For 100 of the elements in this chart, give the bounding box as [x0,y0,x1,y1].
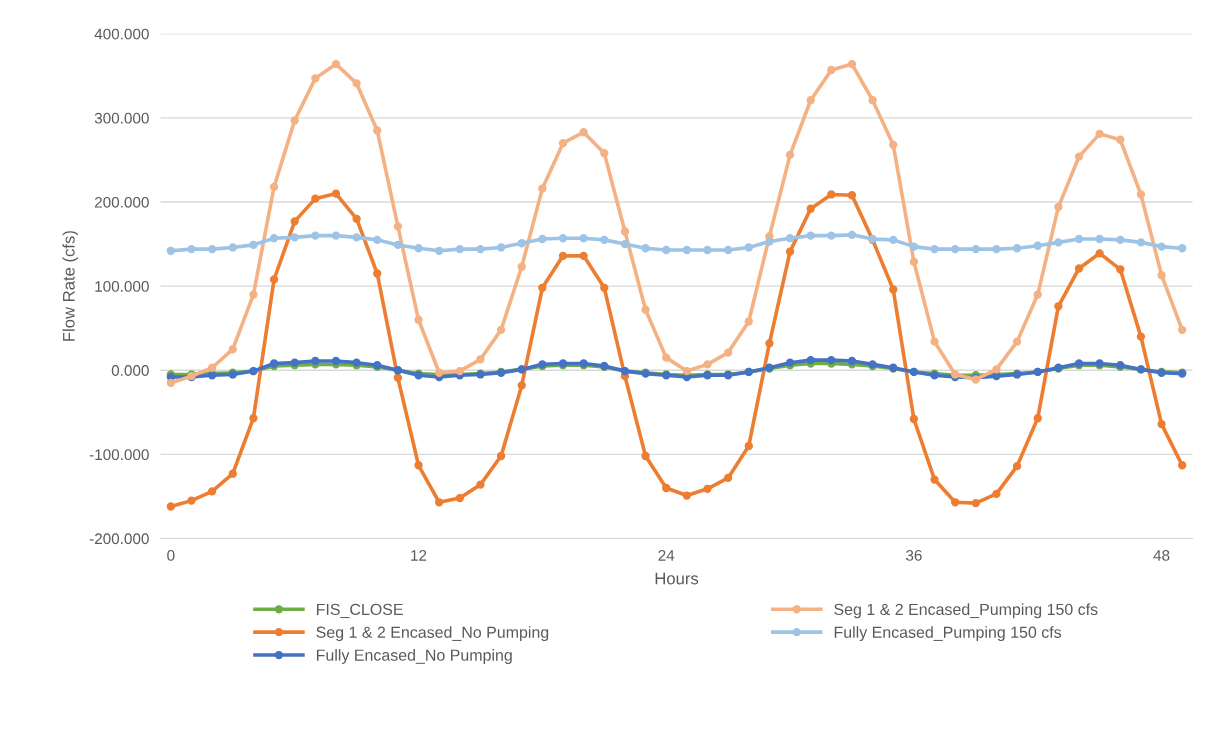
x-tick-label: 36 [905,549,922,561]
point [538,234,547,244]
point [1033,414,1042,423]
point [414,315,423,324]
point [827,355,836,365]
point [496,451,506,461]
point [579,128,588,137]
x-tick-label: 12 [411,549,427,561]
point [744,243,753,252]
point [682,245,692,255]
point [806,231,815,240]
point [538,184,547,193]
point [600,235,609,245]
point [889,235,898,245]
point [558,251,568,261]
point [558,138,568,148]
point [806,355,815,365]
y-tick-label: 400.000 [94,28,149,40]
point [496,325,506,335]
point [950,498,960,507]
point [909,257,919,266]
point [889,140,898,149]
point [207,487,217,496]
point [785,234,795,243]
legend-label: FIS_CLOSE [316,603,403,619]
point [579,251,588,261]
point [1074,264,1084,273]
point [620,227,630,236]
point [1095,234,1104,244]
point [723,348,733,357]
point [909,414,919,424]
point [620,239,630,249]
point [1136,332,1146,341]
point [723,473,733,483]
point [1054,238,1063,247]
point [785,150,795,160]
y-axis-title: Flow Rate (cfs) [62,231,78,341]
point [455,493,464,503]
point [868,96,877,105]
point [517,381,526,390]
point [1178,244,1187,253]
point [682,491,692,500]
point [1012,244,1022,253]
point [909,242,919,251]
point [806,96,815,105]
point [1054,202,1063,212]
point [806,204,815,213]
point [827,190,836,199]
point [1095,249,1104,258]
point [166,378,176,388]
point [744,441,753,451]
point [1136,238,1146,247]
point [1074,152,1084,161]
point [662,245,671,255]
x-tick-label: 48 [1153,549,1170,561]
point [930,244,939,254]
y-tick-label: 300.000 [94,112,149,124]
point [517,262,526,271]
point [373,235,382,245]
point [579,234,588,243]
point [166,246,176,255]
point [331,59,341,69]
point [414,244,423,253]
point [1157,271,1166,280]
point [1136,190,1146,199]
point [476,355,485,364]
point [1012,461,1022,471]
point [455,244,464,254]
point [331,231,341,240]
point [434,498,444,507]
point [538,283,547,292]
point [723,245,733,255]
point [393,222,403,231]
y-tick-label: 200.000 [94,196,149,208]
point [414,461,423,470]
legend-label: Seg 1 & 2 Encased_Pumping 150 cfs [834,603,1098,619]
point [1012,337,1022,346]
point [992,244,1001,254]
point [187,496,196,505]
point [290,233,299,242]
point [703,360,712,369]
point [311,231,320,240]
x-tick-label: 24 [658,549,675,561]
point [930,337,939,346]
legend-label: Fully Encased_No Pumping [316,649,512,664]
y-tick-label: 100.000 [95,281,149,292]
point [744,317,753,326]
point [269,234,279,243]
point [662,483,671,493]
point [228,345,237,354]
point [228,469,237,478]
point [373,126,382,135]
point [971,498,980,508]
point [476,480,485,489]
point [827,65,836,75]
point [249,414,258,423]
point [1095,129,1104,139]
point [290,116,299,125]
legend-label: Seg 1 & 2 Encased_No Pumping [316,626,549,642]
point [600,283,609,292]
